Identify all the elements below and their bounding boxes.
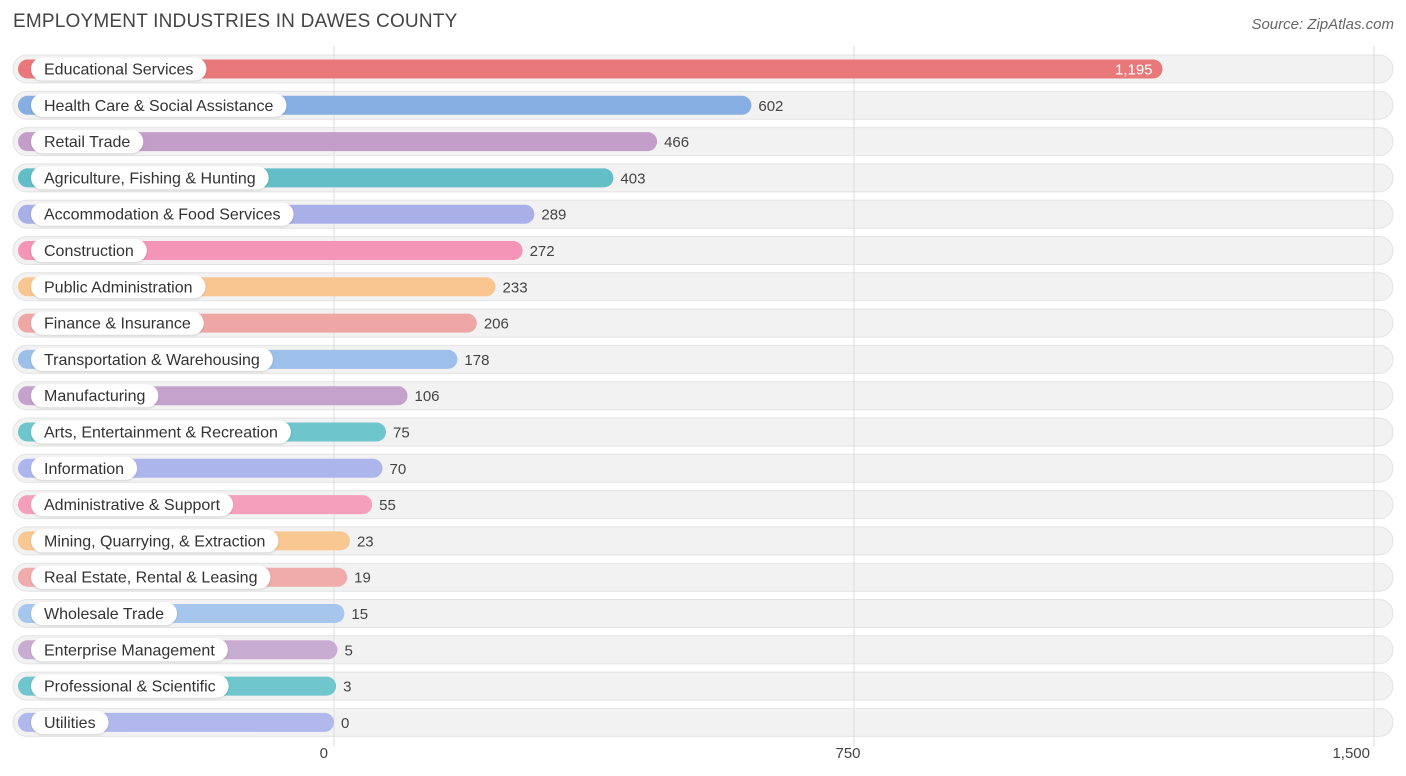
category-label-pill xyxy=(31,202,294,226)
bar-category-label: Construction xyxy=(44,243,134,260)
bar-category-label: Accommodation & Food Services xyxy=(44,207,281,224)
bar-group: Wholesale Trade 15 xyxy=(18,602,368,625)
bar-category-label: Professional & Scientific xyxy=(44,679,216,696)
x-tick-label: 0 xyxy=(320,745,328,762)
bar-value-label: 1,195 xyxy=(1115,62,1153,79)
bar-group: Finance & Insurance 206 xyxy=(18,311,509,335)
bar-value-label: 602 xyxy=(758,98,783,115)
bar-value-label: 106 xyxy=(414,388,439,405)
bar-group: Mining, Quarrying, & Extraction 23 xyxy=(18,529,374,553)
bar-group: Real Estate, Rental & Leasing 19 xyxy=(18,565,371,589)
bar-value-label: 19 xyxy=(354,570,371,587)
category-label-pill xyxy=(31,638,228,662)
bar-group: Construction 272 xyxy=(18,239,555,262)
bar-category-label: Transportation & Warehousing xyxy=(44,352,260,369)
bar-value-label: 289 xyxy=(541,207,566,224)
bar-group: Health Care & Social Assistance 602 xyxy=(18,93,783,117)
category-label-pill xyxy=(31,602,178,625)
bar-value-label: 55 xyxy=(379,497,396,514)
row-track xyxy=(12,562,1394,592)
chart-source: Source: ZipAtlas.com xyxy=(1251,16,1394,33)
category-label-pill xyxy=(31,311,204,335)
row-track xyxy=(12,599,1394,628)
bar-group: Agriculture, Fishing & Hunting 403 xyxy=(18,166,645,190)
bar-category-label: Enterprise Management xyxy=(44,642,215,659)
bar-group: Information 70 xyxy=(18,456,407,480)
bar-group: Educational Services 1,195 xyxy=(18,57,1163,81)
bar-value-label: 23 xyxy=(357,533,374,550)
category-label-pill xyxy=(31,166,269,190)
bar-category-label: Public Administration xyxy=(44,279,193,296)
bar-value-label: 403 xyxy=(620,170,645,187)
bar-value-label: 233 xyxy=(503,279,528,296)
category-label-pill xyxy=(31,493,234,517)
bars-front: Educational Services 1,195 Health Care & S… xyxy=(18,57,1163,734)
row-track xyxy=(12,707,1394,737)
category-label-pill xyxy=(31,130,144,154)
category-label-pill xyxy=(31,420,291,444)
x-tick-label: 1,500 xyxy=(1332,745,1370,762)
bar-category-label: Educational Services xyxy=(44,62,193,79)
chart-title: EMPLOYMENT INDUSTRIES IN DAWES COUNTY xyxy=(13,11,458,32)
x-tick-label: 750 xyxy=(835,745,860,762)
category-label-pill xyxy=(31,347,273,371)
bar-value-label: 70 xyxy=(390,461,407,478)
bar-group: Transportation & Warehousing 178 xyxy=(18,347,489,371)
row-track xyxy=(12,635,1394,665)
bar-group: Public Administration 233 xyxy=(18,275,528,299)
category-label-pill xyxy=(31,57,207,81)
bar-category-label: Information xyxy=(44,461,124,478)
bar-value-label: 206 xyxy=(484,316,509,333)
bar-category-label: Real Estate, Rental & Leasing xyxy=(44,570,257,587)
bar-value-label: 15 xyxy=(351,606,368,623)
bar-group: Professional & Scientific 3 xyxy=(18,674,351,698)
bar-group: Utilities 0 xyxy=(18,710,349,734)
bar-category-label: Finance & Insurance xyxy=(44,316,191,333)
bar-group: Arts, Entertainment & Recreation 75 xyxy=(18,420,410,444)
category-label-pill xyxy=(31,275,206,299)
bar-value-label: 466 xyxy=(664,134,689,151)
bar-category-label: Utilities xyxy=(44,715,96,732)
bar-category-label: Agriculture, Fishing & Hunting xyxy=(44,170,256,187)
bar-category-label: Mining, Quarrying, & Extraction xyxy=(44,533,265,550)
category-label-pill xyxy=(31,674,229,698)
category-label-pill xyxy=(31,384,159,408)
bar-value-label: 75 xyxy=(393,425,410,442)
category-label-pill xyxy=(31,93,287,117)
category-label-pill xyxy=(31,529,279,553)
bar-category-label: Wholesale Trade xyxy=(44,606,164,623)
bar-group: Enterprise Management 5 xyxy=(18,638,353,662)
bar-category-label: Health Care & Social Assistance xyxy=(44,98,274,115)
bar-value-label: 0 xyxy=(341,715,349,732)
bar-group: Administrative & Support 55 xyxy=(18,493,396,517)
category-label-pill xyxy=(31,710,109,734)
bar-value-label: 272 xyxy=(530,243,555,260)
bar xyxy=(18,59,1163,79)
bar-value-label: 3 xyxy=(343,679,351,696)
bar xyxy=(18,132,658,152)
bar-category-label: Arts, Entertainment & Recreation xyxy=(44,425,278,442)
category-label-pill xyxy=(31,565,271,589)
bar-group: Accommodation & Food Services 289 xyxy=(18,202,566,226)
bar-group: Retail Trade 466 xyxy=(18,130,689,154)
row-track xyxy=(12,526,1394,556)
bar-category-label: Manufacturing xyxy=(44,388,145,405)
category-label-pill xyxy=(31,456,138,480)
bar-category-label: Administrative & Support xyxy=(44,497,221,514)
bar-value-label: 178 xyxy=(464,352,489,369)
bar-category-label: Retail Trade xyxy=(44,134,130,151)
category-label-pill xyxy=(31,239,147,262)
bar-value-label: 5 xyxy=(344,642,352,659)
x-axis: 0 750 1,500 xyxy=(320,745,1370,762)
row-track xyxy=(12,671,1394,701)
bar-group: Manufacturing 106 xyxy=(18,384,440,408)
